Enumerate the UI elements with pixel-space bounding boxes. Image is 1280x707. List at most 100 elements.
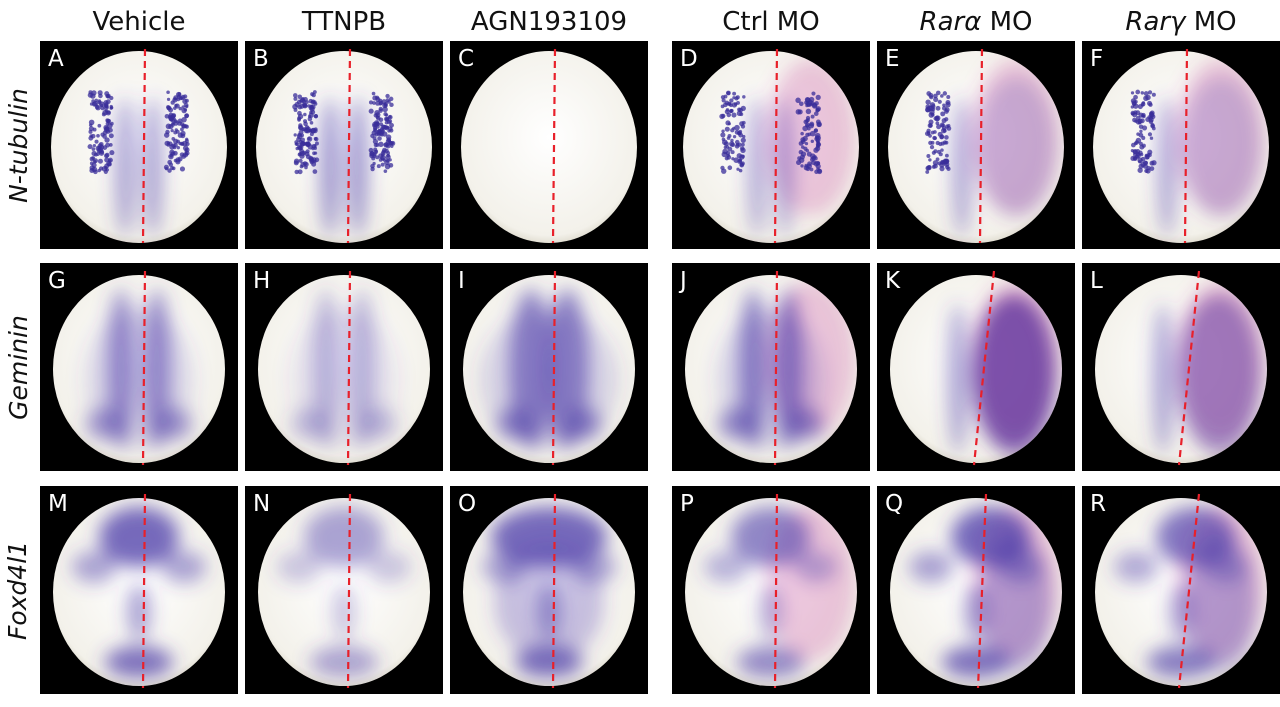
midline-dashed-line — [1177, 493, 1201, 689]
stain-layer — [716, 281, 855, 449]
embryo-image — [258, 493, 430, 689]
midline-dashed-line — [551, 270, 557, 466]
column-header-italic: Rarα — [919, 7, 982, 37]
embryo-image — [256, 48, 432, 244]
embryo-body — [51, 51, 227, 243]
midline-dashed-line — [141, 270, 147, 466]
midline-dashed-line — [773, 493, 779, 689]
embryo-panel: H — [245, 263, 443, 471]
stain-layer — [482, 507, 616, 678]
panel-letter: K — [885, 268, 901, 294]
embryo-panel: C — [450, 41, 648, 249]
embryo-image — [890, 493, 1062, 689]
column-header-text: Ctrl MO — [722, 7, 820, 37]
column-header: TTNPB — [245, 4, 443, 40]
column-header-text: AGN193109 — [470, 7, 628, 37]
midline-dashed-line — [773, 270, 779, 466]
embryo-image — [685, 493, 857, 689]
column-header-text: TTNPB — [301, 7, 387, 37]
stain-layer — [292, 90, 396, 237]
embryo-panel: B — [245, 41, 443, 249]
midline-dashed-line — [346, 493, 352, 689]
embryo-image — [1093, 48, 1269, 244]
midline-dashed-line — [1177, 270, 1201, 466]
stain-layer — [704, 504, 855, 678]
midline-dashed-line — [551, 48, 557, 244]
midline-dashed-line — [976, 493, 988, 689]
embryo-image — [1095, 493, 1267, 689]
embryo-image — [683, 48, 859, 244]
stain-layer — [1153, 281, 1265, 454]
embryo-image — [461, 48, 637, 244]
embryo-panel: N — [245, 486, 443, 694]
panel-letter: I — [458, 268, 465, 294]
embryo-image — [53, 270, 225, 466]
panel-letter: M — [48, 491, 68, 517]
panel-letter: B — [253, 46, 269, 72]
stain-layer — [289, 289, 399, 449]
column-header-text: MO — [981, 7, 1033, 37]
panel-letter: D — [680, 46, 698, 72]
embryo-image — [258, 270, 430, 466]
column-header: AGN193109 — [450, 4, 648, 40]
midline-dashed-line — [141, 48, 147, 244]
embryo-image — [463, 270, 635, 466]
panel-letter: A — [48, 46, 64, 72]
embryo-panel: E — [877, 41, 1075, 249]
column-header: Rarα MO — [877, 4, 1075, 40]
stain-layer — [277, 507, 411, 678]
embryo-panel: D — [672, 41, 870, 249]
embryo-image — [463, 493, 635, 689]
midline-dashed-line — [978, 48, 984, 244]
stain-layer — [479, 289, 619, 449]
embryo-image — [1095, 270, 1267, 466]
row-label-text: Foxd4l1 — [3, 540, 33, 640]
embryo-image — [888, 48, 1064, 244]
embryo-image — [685, 270, 857, 466]
midline-dashed-line — [1183, 48, 1189, 244]
midline-dashed-line — [346, 48, 352, 244]
midline-dashed-line — [346, 270, 352, 466]
panel-letter: N — [253, 491, 271, 517]
column-header: Rarγ MO — [1082, 4, 1280, 40]
embryo-panel: Q — [877, 486, 1075, 694]
embryo-panel: G — [40, 263, 238, 471]
column-header-italic: Rarγ — [1125, 7, 1186, 37]
row-label: Foxd4l1 — [0, 486, 36, 694]
embryo-panel: A — [40, 41, 238, 249]
panel-letter: Q — [885, 491, 904, 517]
column-header-text: MO — [1185, 7, 1237, 37]
stain-layer — [1130, 59, 1265, 237]
panel-letter: E — [885, 46, 900, 72]
panel-letter: G — [48, 268, 66, 294]
panel-letter: J — [680, 268, 687, 294]
panel-letter: O — [458, 491, 477, 517]
panel-letter: R — [1090, 491, 1106, 517]
column-header: Vehicle — [40, 4, 238, 40]
embryo-panel: R — [1082, 486, 1280, 694]
stain-layer — [924, 59, 1060, 237]
embryo-image — [890, 270, 1062, 466]
embryo-panel: M — [40, 486, 238, 694]
midline-dashed-line — [972, 270, 996, 466]
panel-letter: C — [458, 46, 475, 72]
row-label: N-tubulin — [0, 41, 36, 249]
stain-layer — [948, 281, 1060, 454]
midline-dashed-line — [551, 493, 557, 689]
embryo-panel: L — [1082, 263, 1280, 471]
embryo-panel: O — [450, 486, 648, 694]
stain-layer — [1114, 504, 1265, 678]
embryo-panel: P — [672, 486, 870, 694]
column-header: Ctrl MO — [672, 4, 870, 40]
row-label-text: Geminin — [3, 314, 33, 420]
row-label: Geminin — [0, 263, 36, 471]
embryo-panel: I — [450, 263, 648, 471]
embryo-panel: F — [1082, 41, 1280, 249]
embryo-body — [256, 51, 432, 243]
panel-letter: F — [1090, 46, 1104, 72]
row-label-text: N-tubulin — [3, 87, 33, 203]
stain-layer — [909, 504, 1060, 678]
panel-letter: H — [253, 268, 271, 294]
stain-layer — [84, 289, 194, 449]
midline-dashed-line — [773, 48, 779, 244]
